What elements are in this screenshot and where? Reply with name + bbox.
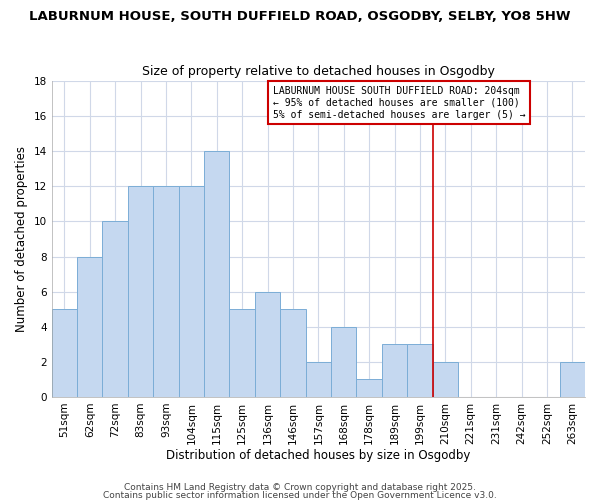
X-axis label: Distribution of detached houses by size in Osgodby: Distribution of detached houses by size … (166, 450, 470, 462)
Bar (229, 309, 255, 397)
Bar (128, 186, 153, 397)
Bar (305, 362, 331, 397)
Text: LABURNUM HOUSE, SOUTH DUFFIELD ROAD, OSGODBY, SELBY, YO8 5HW: LABURNUM HOUSE, SOUTH DUFFIELD ROAD, OSG… (29, 10, 571, 23)
Bar (331, 327, 356, 397)
Bar (179, 186, 204, 397)
Bar (433, 362, 458, 397)
Title: Size of property relative to detached houses in Osgodby: Size of property relative to detached ho… (142, 66, 495, 78)
Bar (560, 362, 585, 397)
Bar (280, 309, 305, 397)
Y-axis label: Number of detached properties: Number of detached properties (15, 146, 28, 332)
Bar (204, 152, 229, 397)
Bar (77, 256, 103, 397)
Text: LABURNUM HOUSE SOUTH DUFFIELD ROAD: 204sqm
← 95% of detached houses are smaller : LABURNUM HOUSE SOUTH DUFFIELD ROAD: 204s… (272, 86, 525, 120)
Bar (382, 344, 407, 397)
Bar (153, 186, 179, 397)
Bar (52, 309, 77, 397)
Text: Contains HM Land Registry data © Crown copyright and database right 2025.: Contains HM Land Registry data © Crown c… (124, 484, 476, 492)
Bar (356, 380, 382, 397)
Bar (103, 222, 128, 397)
Bar (255, 292, 280, 397)
Bar (407, 344, 433, 397)
Text: Contains public sector information licensed under the Open Government Licence v3: Contains public sector information licen… (103, 491, 497, 500)
